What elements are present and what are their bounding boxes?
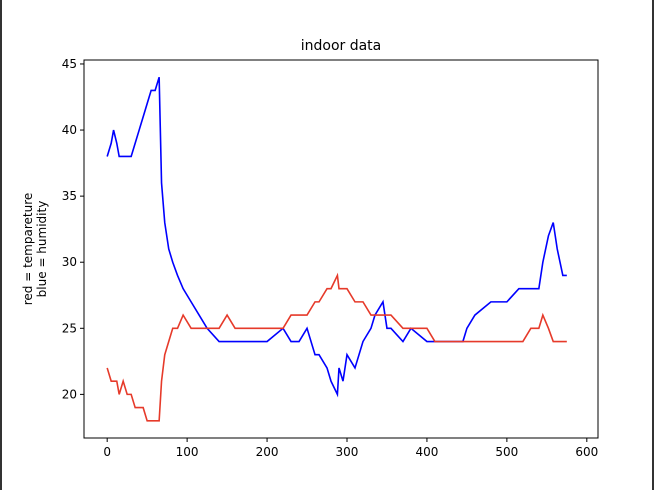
y-tick-label: 35 xyxy=(62,189,77,203)
y-axis-label: red = tempareture xyxy=(21,193,35,306)
x-tick-label: 0 xyxy=(103,445,111,459)
chart-title: indoor data xyxy=(301,38,382,54)
x-tick-label: 200 xyxy=(256,445,279,459)
x-tick-label: 100 xyxy=(176,445,199,459)
line-series xyxy=(106,76,567,398)
x-tick-label: 600 xyxy=(575,445,598,459)
y-axis-label: blue = humidity xyxy=(35,201,49,298)
y-tick-label: 40 xyxy=(62,123,77,137)
line-series xyxy=(106,272,567,422)
y-tick-label: 30 xyxy=(62,255,77,269)
plot-frame xyxy=(83,59,599,439)
x-tick-label: 400 xyxy=(415,445,438,459)
y-tick-label: 45 xyxy=(62,57,77,71)
x-tick-label: 500 xyxy=(495,445,518,459)
y-tick-label: 20 xyxy=(62,387,77,401)
x-tick-label: 300 xyxy=(336,445,359,459)
y-tick-label: 25 xyxy=(62,321,77,335)
